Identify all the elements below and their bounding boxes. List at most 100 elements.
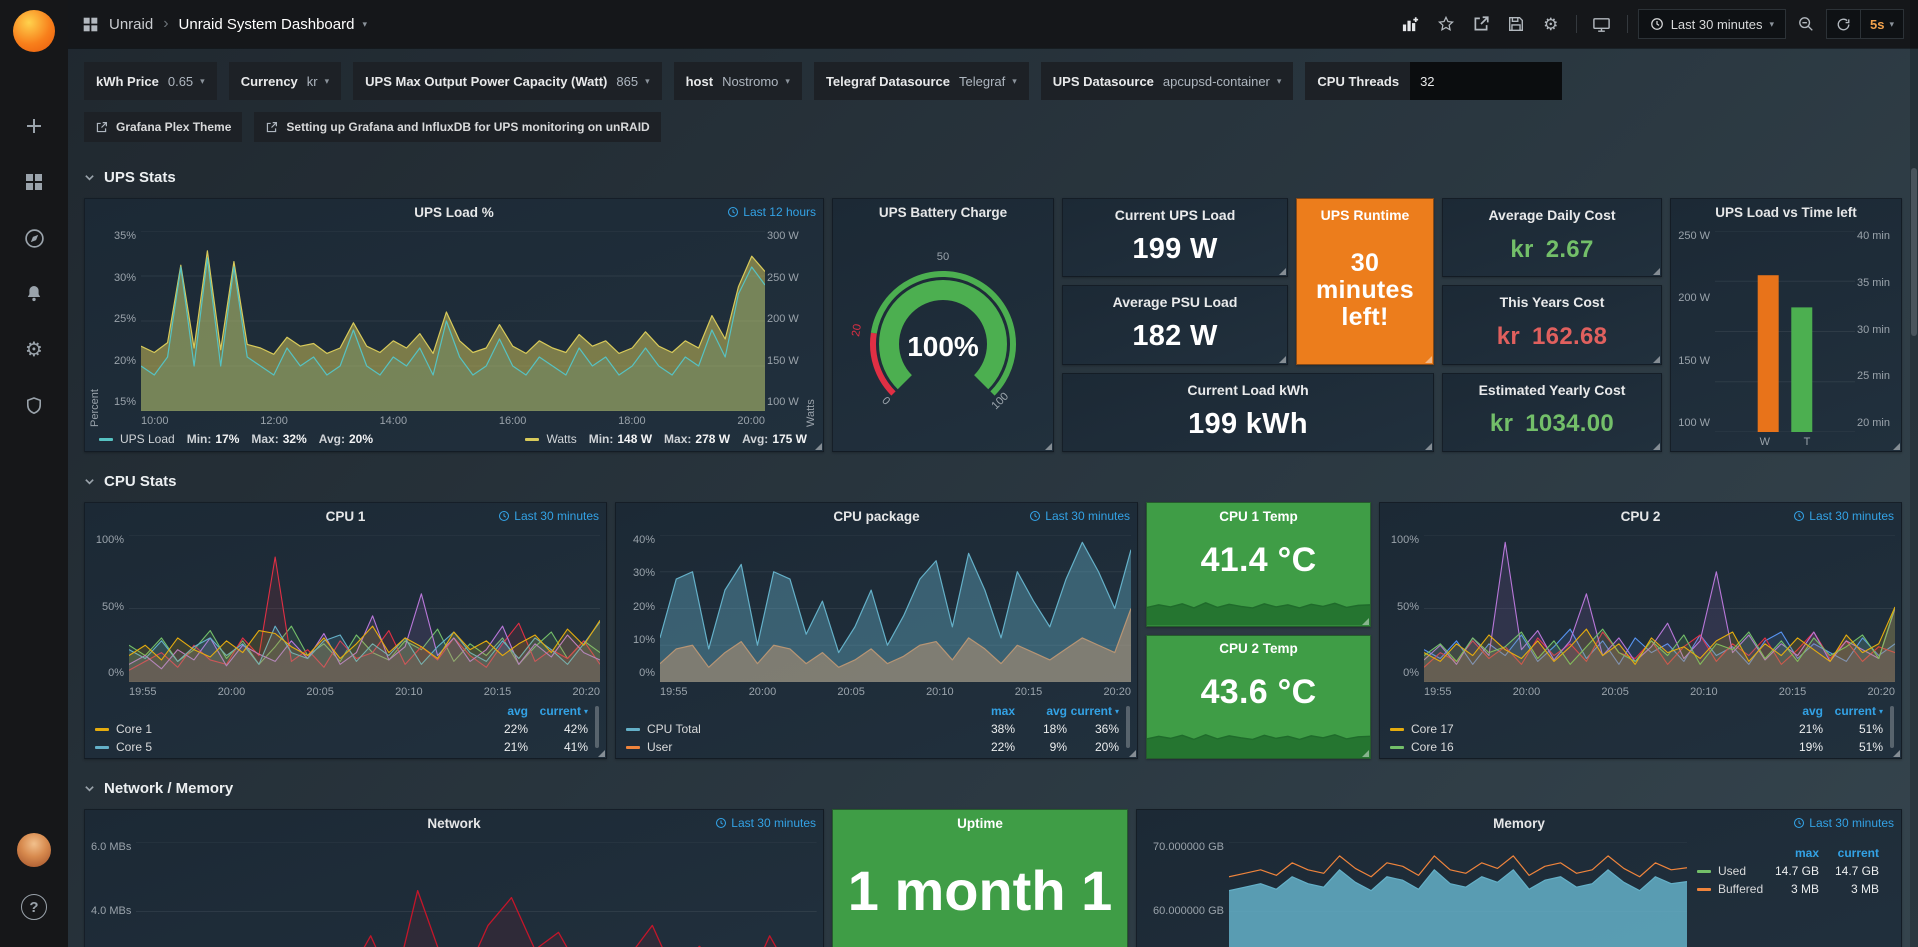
- temperature-sparkline: [1147, 574, 1370, 626]
- panel-header[interactable]: Uptime: [957, 815, 1003, 831]
- panel-header[interactable]: CPU 1 Temp: [1219, 508, 1298, 524]
- legend-item[interactable]: User 22% 9% 20%: [626, 740, 1119, 754]
- section-network-memory[interactable]: Network / Memory: [84, 773, 1902, 803]
- legend-item-watts[interactable]: Watts Min: 148 W Max: 278 W Avg: 175 W: [525, 432, 807, 446]
- sidebar-nav: ⚙: [12, 98, 56, 434]
- cpu2-chart[interactable]: [1424, 535, 1895, 682]
- help-icon[interactable]: ?: [12, 885, 56, 929]
- stat-value: 41.4 °C: [1200, 540, 1317, 579]
- time-range-picker[interactable]: Last 30 minutes ▾: [1637, 9, 1786, 39]
- page-scrollbar-thumb[interactable]: [1911, 168, 1917, 336]
- legend-column[interactable]: max: [990, 704, 1015, 718]
- x-axis: 10:00 12:00 14:00 16:00 18:00 20:00: [141, 411, 765, 427]
- legend-item[interactable]: CPU Total 38% 18% 36%: [626, 722, 1119, 736]
- load-vs-time-bar-chart[interactable]: [1715, 231, 1855, 432]
- legend-scrollbar[interactable]: [595, 706, 599, 748]
- page-scrollbar-track[interactable]: [1910, 0, 1918, 947]
- create-plus-icon[interactable]: [12, 104, 56, 148]
- tick-label: 50%: [1396, 600, 1419, 613]
- refresh-icon[interactable]: [1827, 10, 1860, 38]
- panel-time-range[interactable]: Last 30 minutes: [715, 810, 816, 836]
- zoom-out-icon[interactable]: [1791, 9, 1821, 39]
- panel-time-range[interactable]: Last 30 minutes: [1793, 503, 1894, 529]
- section-ups-stats[interactable]: UPS Stats: [84, 162, 1902, 192]
- cpu-package-chart[interactable]: [660, 535, 1131, 682]
- legend-column-sorted[interactable]: current ▾: [539, 704, 588, 718]
- panel-time-range[interactable]: Last 12 hours: [727, 199, 816, 225]
- variable-kwh-price[interactable]: kWh Price 0.65 ▾: [84, 62, 217, 100]
- legend-scrollbar[interactable]: [1126, 706, 1130, 748]
- add-panel-icon[interactable]: [1396, 9, 1426, 39]
- ups-load-chart[interactable]: [141, 231, 765, 411]
- user-avatar[interactable]: [17, 833, 51, 867]
- tick-label: 100 W: [767, 396, 799, 408]
- grafana-logo-icon[interactable]: [13, 10, 55, 52]
- legend-item[interactable]: Core 5 21% 41%: [95, 740, 588, 754]
- tick-label: 6.0 MBs: [91, 841, 132, 853]
- tick-label: T: [1803, 436, 1811, 448]
- refresh-interval-picker[interactable]: 5s ▾: [1860, 10, 1903, 38]
- share-icon[interactable]: [1466, 9, 1496, 39]
- panel-header[interactable]: UPS Battery Charge: [878, 204, 1008, 220]
- variable-currency[interactable]: Currency kr ▾: [228, 62, 342, 100]
- series-name: Watts: [546, 432, 577, 446]
- variable-ups-datasource[interactable]: UPS Datasource apcupsd-container ▾: [1040, 62, 1294, 100]
- legend-column[interactable]: max: [1794, 846, 1819, 860]
- variable-telegraf-datasource[interactable]: Telegraf Datasource Telegraf ▾: [813, 62, 1029, 100]
- explore-compass-icon[interactable]: [12, 216, 56, 260]
- dashboard-title-menu[interactable]: Unraid System Dashboard ▾: [179, 16, 367, 33]
- panel-time-range[interactable]: Last 30 minutes: [1029, 503, 1130, 529]
- panel-header[interactable]: Memory Last 30 minutes: [1137, 810, 1901, 836]
- legend-column[interactable]: avg: [507, 704, 528, 718]
- dashboards-grid-icon[interactable]: [12, 160, 56, 204]
- x-axis: 19:55 20:00 20:05 20:10 20:15 20:20: [1424, 682, 1895, 698]
- panel-header[interactable]: CPU 2 Temp: [1219, 641, 1298, 656]
- panel-ups-load-vs-time-left: UPS Load vs Time left 250 W 200 W 150 W 100…: [1670, 198, 1902, 452]
- cpu-threads-input[interactable]: [1410, 62, 1563, 100]
- legend-item[interactable]: Core 17 21% 51%: [1390, 722, 1883, 736]
- legend-column-sorted[interactable]: current ▾: [1070, 704, 1119, 718]
- tv-icon[interactable]: [1587, 9, 1617, 39]
- panel-header[interactable]: UPS Load vs Time left: [1715, 204, 1857, 220]
- link-ups-monitoring-guide[interactable]: Setting up Grafana and InfluxDB for UPS …: [254, 112, 661, 142]
- legend-item[interactable]: Core 16 19% 51%: [1390, 740, 1883, 754]
- panel-header[interactable]: UPS Load % Last 12 hours: [85, 199, 823, 225]
- alerting-bell-icon[interactable]: [12, 272, 56, 316]
- divider: [1575, 15, 1577, 33]
- star-icon[interactable]: [1431, 9, 1461, 39]
- panel-header[interactable]: CPU package Last 30 minutes: [616, 503, 1137, 529]
- memory-chart[interactable]: [1229, 842, 1687, 947]
- section-cpu-stats[interactable]: CPU Stats: [84, 466, 1902, 496]
- server-admin-shield-icon[interactable]: [12, 384, 56, 428]
- legend-item[interactable]: Used 14.7 GB 14.7 GB: [1697, 864, 1879, 878]
- configuration-gear-icon[interactable]: ⚙: [12, 328, 56, 372]
- legend-item-ups-load[interactable]: UPS Load Min: 17% Max: 32% Avg: 20%: [99, 432, 373, 446]
- legend-column[interactable]: avg: [1046, 704, 1067, 718]
- variable-ups-max-output[interactable]: UPS Max Output Power Capacity (Watt) 865…: [353, 62, 662, 100]
- legend-scrollbar[interactable]: [1890, 706, 1894, 748]
- legend-item[interactable]: Core 1 22% 42%: [95, 722, 588, 736]
- settings-gear-icon[interactable]: ⚙: [1536, 9, 1566, 39]
- panel-header[interactable]: Network Last 30 minutes: [85, 810, 823, 836]
- legend-item[interactable]: Buffered 3 MB 3 MB: [1697, 882, 1879, 896]
- battery-charge-gauge[interactable]: 0 20 50 100 100%: [833, 225, 1053, 451]
- breadcrumb-org[interactable]: Unraid: [109, 15, 154, 33]
- link-grafana-plex-theme[interactable]: Grafana Plex Theme: [84, 112, 243, 142]
- panel-header[interactable]: CPU 2 Last 30 minutes: [1380, 503, 1901, 529]
- panel-time-range[interactable]: Last 30 minutes: [1793, 810, 1894, 836]
- graph-area: 100% 50% 0% 19:55 20:00 20:05 20:10 20:15 20:20: [1380, 529, 1901, 701]
- save-icon[interactable]: [1501, 9, 1531, 39]
- legend-column[interactable]: avg: [1802, 704, 1823, 718]
- panel-header[interactable]: CPU 1 Last 30 minutes: [85, 503, 606, 529]
- network-chart[interactable]: [136, 842, 817, 947]
- legend-column[interactable]: current: [1837, 846, 1879, 860]
- tick-label: 60.000000 GB: [1153, 905, 1224, 917]
- variable-host[interactable]: host Nostromo ▾: [673, 62, 802, 100]
- dashboard-title: Unraid System Dashboard: [178, 15, 355, 33]
- tick-label: 20:10: [395, 686, 423, 698]
- panel-time-range[interactable]: Last 30 minutes: [498, 503, 599, 529]
- cpu1-chart[interactable]: [129, 535, 600, 682]
- legend-column-sorted[interactable]: current ▾: [1834, 704, 1883, 718]
- series-name: UPS Load: [120, 432, 175, 446]
